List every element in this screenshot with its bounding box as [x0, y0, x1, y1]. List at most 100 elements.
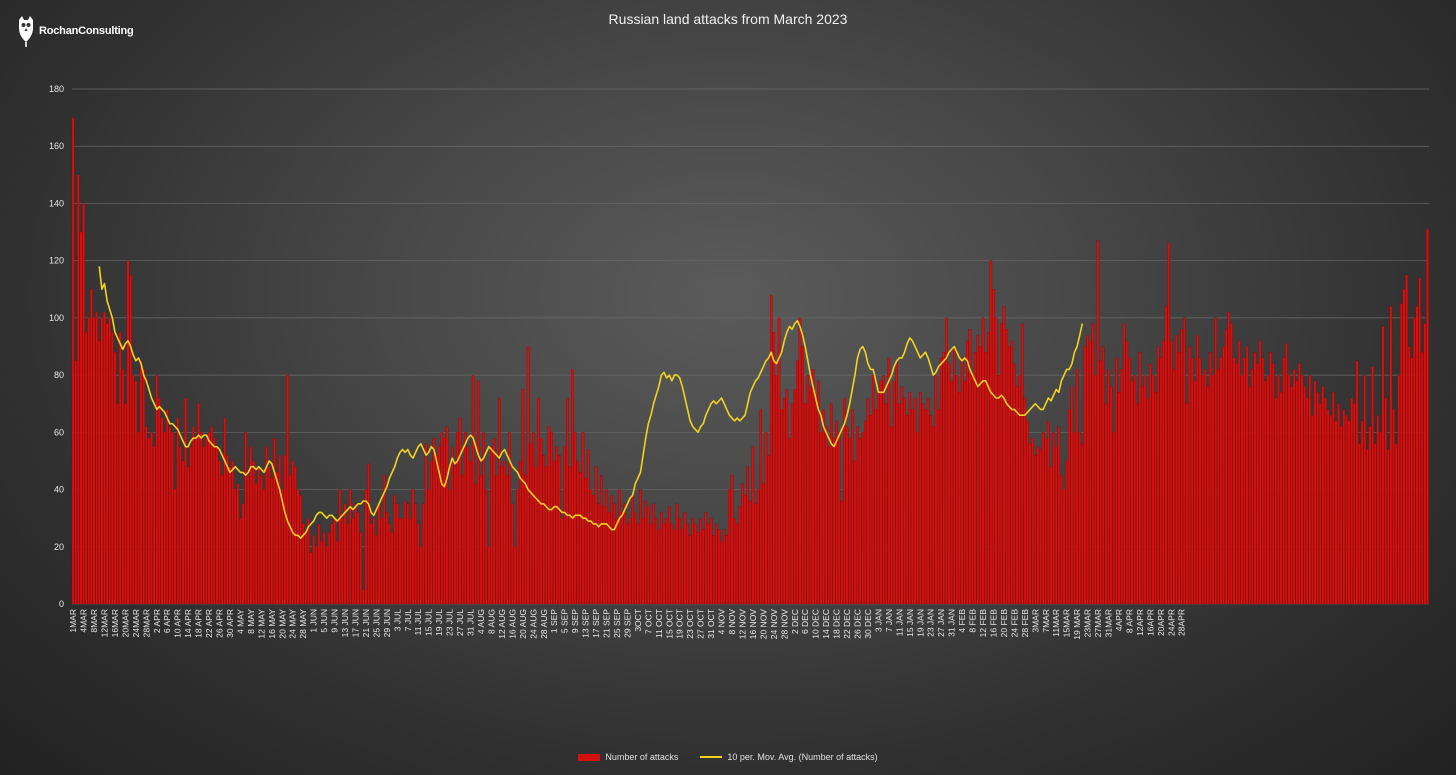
attack-bar	[1180, 329, 1183, 605]
attack-bar	[832, 437, 836, 605]
attack-bar	[1206, 386, 1210, 605]
attack-bar	[1373, 443, 1377, 605]
attack-bar	[963, 380, 966, 605]
attack-bar	[1107, 369, 1110, 605]
attack-bar	[741, 483, 744, 605]
attack-bar	[281, 489, 284, 605]
attack-bar	[215, 446, 219, 605]
attack-bar	[495, 475, 498, 605]
attack-bar	[1224, 329, 1228, 605]
attack-bar	[252, 460, 255, 605]
attack-bar	[137, 432, 140, 605]
attack-bar	[1044, 437, 1047, 605]
x-tick-label: 4 MAY	[235, 609, 245, 634]
attack-bar	[1075, 369, 1079, 605]
attack-bar	[1394, 443, 1398, 605]
x-tick-label: 23 JUL	[445, 609, 455, 636]
attack-bar	[1227, 312, 1231, 605]
attack-bar	[840, 500, 844, 605]
attack-bar	[1031, 437, 1034, 605]
attack-bar	[160, 417, 164, 605]
attack-bar	[898, 403, 901, 605]
attack-bar	[108, 317, 111, 605]
attack-bar	[681, 529, 684, 605]
attack-bar	[864, 420, 867, 605]
attack-bar	[236, 483, 240, 605]
attack-bar	[699, 518, 702, 605]
attack-bar	[1000, 323, 1003, 605]
attack-bar	[824, 426, 828, 605]
attack-bar	[1324, 397, 1327, 605]
x-tick-label: 28 FEB	[1020, 609, 1030, 638]
attack-bar	[275, 472, 279, 605]
attack-bar	[1256, 363, 1259, 605]
attack-bar	[545, 466, 548, 605]
attack-bar	[223, 417, 226, 605]
attack-bar	[1146, 397, 1149, 605]
x-tick-label: 7MAR	[1041, 609, 1051, 633]
bar-series	[71, 117, 1429, 605]
attack-bar	[435, 455, 438, 605]
attack-bar	[1269, 352, 1272, 605]
attack-bar	[1047, 420, 1050, 605]
attack-bar	[890, 426, 893, 605]
attack-bar	[283, 455, 287, 605]
attack-bar	[558, 455, 561, 605]
x-tick-label: 16 AUG	[507, 609, 517, 639]
attack-bar	[738, 506, 742, 605]
attack-bar	[95, 312, 98, 605]
y-tick-label: 160	[49, 141, 64, 151]
attack-bar	[790, 403, 794, 605]
x-tick-label: 8 AUG	[486, 609, 496, 634]
attack-bar	[409, 518, 412, 605]
attack-bar	[947, 363, 951, 605]
attack-bar	[579, 472, 582, 605]
attack-bar	[362, 589, 365, 605]
attack-bar	[359, 532, 362, 605]
x-tick-label: 19 MAR	[1072, 609, 1082, 640]
attack-bar	[105, 323, 109, 605]
attack-bar	[1190, 357, 1194, 605]
attack-bar	[1201, 374, 1204, 605]
attack-bar	[746, 466, 749, 605]
attack-bar	[1081, 443, 1084, 605]
attack-bar	[1023, 397, 1027, 605]
x-tick-label: 14 DEC	[821, 609, 831, 639]
x-tick-label: 16 MAY	[267, 609, 277, 639]
attack-bar	[142, 369, 145, 605]
attack-bar	[1287, 374, 1291, 605]
attack-bar	[644, 500, 647, 605]
attack-bar	[471, 374, 475, 605]
y-tick-label: 180	[49, 84, 64, 94]
attack-bar	[1164, 306, 1168, 605]
x-tick-label: 22 DEC	[842, 609, 852, 639]
attack-bar	[1193, 380, 1197, 605]
attack-bar	[121, 369, 125, 605]
attack-bar	[1209, 352, 1212, 605]
attack-bar	[939, 357, 943, 605]
attack-bar	[1245, 346, 1249, 605]
attack-bar	[913, 397, 917, 605]
attack-bar	[132, 374, 135, 605]
attack-bar	[1002, 306, 1006, 605]
y-axis: 0 20 40 60 80 100 120 140 160 180	[49, 84, 64, 609]
attack-bar	[1167, 243, 1170, 605]
attack-bar	[1049, 466, 1053, 605]
x-tick-label: 11MAR	[1051, 609, 1061, 637]
attack-bar	[398, 518, 402, 605]
legend-line-swatch	[700, 756, 723, 758]
x-tick-label: 19 JUL	[434, 609, 444, 636]
attack-bar	[887, 357, 891, 605]
attack-bar	[158, 397, 161, 605]
attack-bar	[848, 437, 851, 605]
attack-bar	[623, 503, 627, 605]
attack-bar	[458, 417, 462, 605]
x-tick-label: 6 DEC	[800, 609, 810, 634]
x-tick-label: 8 MAY	[246, 609, 256, 634]
x-tick-label: 5 SEP	[560, 609, 570, 633]
attack-bar	[1381, 326, 1385, 605]
x-tick-label: 22 APR	[204, 609, 214, 638]
attack-bar	[309, 552, 313, 605]
x-tick-label: 1MAR	[68, 609, 78, 633]
